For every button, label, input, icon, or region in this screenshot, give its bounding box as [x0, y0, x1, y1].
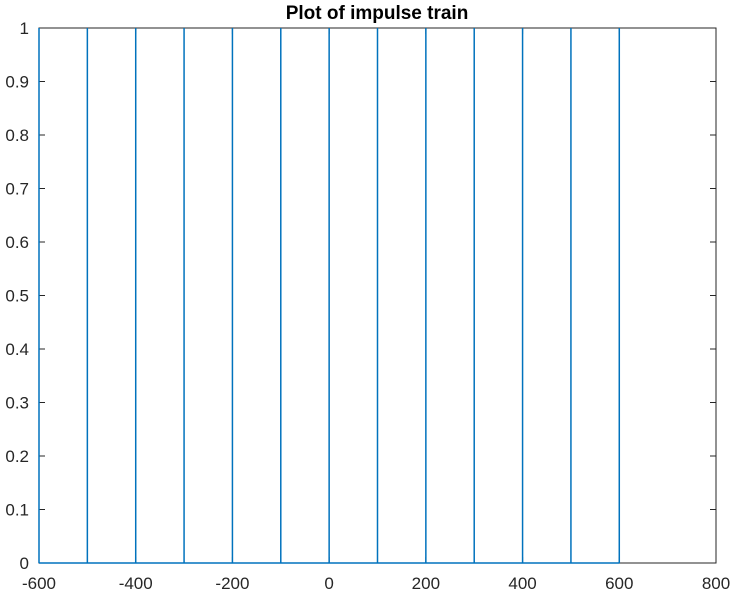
y-tick-label: 0.2 — [5, 447, 29, 466]
x-tick-label: -600 — [22, 574, 56, 593]
x-tick-label: 600 — [605, 574, 633, 593]
chart-title: Plot of impulse train — [286, 3, 469, 24]
y-tick-label: 1 — [20, 19, 29, 38]
x-tick-label: 400 — [508, 574, 536, 593]
x-tick-label: -200 — [215, 574, 249, 593]
y-tick-label: 0.9 — [5, 73, 29, 92]
x-tick-label: 800 — [702, 574, 730, 593]
y-tick-label: 0.6 — [5, 233, 29, 252]
y-tick-label: 0.3 — [5, 394, 29, 413]
y-tick-label: 0.7 — [5, 180, 29, 199]
x-tick-label: 0 — [324, 574, 333, 593]
y-tick-label: 0.5 — [5, 287, 29, 306]
x-tick-label: 200 — [412, 574, 440, 593]
y-tick-label: 0 — [20, 554, 29, 573]
y-tick-label: 0.8 — [5, 126, 29, 145]
plot-area: -600 -400 -200 0 200 400 600 800 0 0.1 0.2 0.3 0.4 0.… — [5, 19, 730, 593]
x-tick-label: -400 — [119, 574, 153, 593]
y-tick-label: 0.1 — [5, 501, 29, 520]
y-tick-label: 0.4 — [5, 340, 29, 359]
